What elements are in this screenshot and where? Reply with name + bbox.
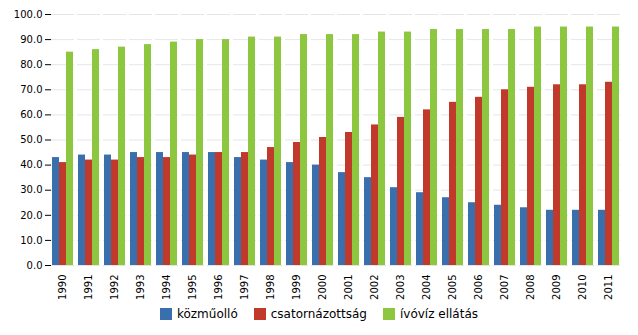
svg-text:40.0: 40.0: [20, 159, 42, 170]
svg-text:2004: 2004: [421, 275, 432, 300]
svg-text:1990: 1990: [57, 275, 68, 300]
svg-text:1996: 1996: [213, 275, 224, 300]
svg-text:80.0: 80.0: [20, 59, 42, 70]
svg-text:2010: 2010: [577, 275, 588, 300]
svg-text:1998: 1998: [265, 275, 276, 300]
svg-text:60.0: 60.0: [20, 109, 42, 120]
svg-text:1995: 1995: [187, 275, 198, 300]
svg-text:30.0: 30.0: [20, 184, 42, 195]
html-text:csatornázottság: csatornázottság: [270, 307, 367, 321]
svg-text:2000: 2000: [317, 275, 328, 300]
svg-text:50.0: 50.0: [20, 134, 42, 145]
svg-text:100.0: 100.0: [14, 9, 43, 20]
svg-text:1999: 1999: [291, 275, 302, 300]
svg-text:2007: 2007: [499, 275, 510, 300]
svg-text:2005: 2005: [447, 275, 458, 300]
svg-text:1994: 1994: [161, 275, 172, 300]
html-text:ívóvíz ellátás: ívóvíz ellátás: [400, 307, 478, 321]
svg-text:2008: 2008: [525, 275, 536, 300]
svg-text:1991: 1991: [83, 275, 94, 300]
svg-text:2006: 2006: [473, 275, 484, 300]
html-text:közműolló: közműolló: [177, 307, 238, 321]
svg-text:2002: 2002: [369, 275, 380, 300]
svg-text:2003: 2003: [395, 275, 406, 300]
svg-text:0.0: 0.0: [27, 260, 43, 271]
svg-text:2001: 2001: [343, 275, 354, 300]
svg-text:2009: 2009: [551, 275, 562, 300]
svg-text:1992: 1992: [109, 275, 120, 300]
svg-text:10.0: 10.0: [20, 235, 42, 246]
svg-text:20.0: 20.0: [20, 210, 42, 221]
svg-text:1993: 1993: [135, 275, 146, 300]
svg-text:70.0: 70.0: [20, 84, 42, 95]
svg-text:1997: 1997: [239, 275, 250, 300]
svg-text:90.0: 90.0: [20, 34, 42, 45]
svg-text:2011: 2011: [603, 275, 614, 300]
